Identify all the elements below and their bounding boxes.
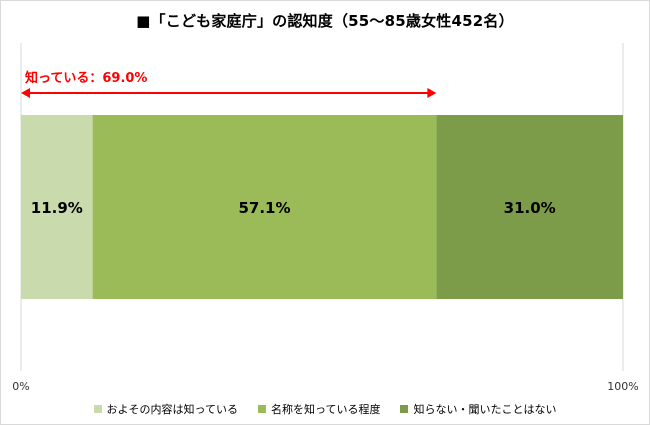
legend-item: 名称を知っている程度	[258, 401, 380, 417]
data-label: 11.9%	[31, 199, 83, 217]
bar-segment	[21, 115, 93, 299]
chart-title: ■「こども家庭庁」の認知度（55～85歳女性452名）	[136, 12, 514, 30]
bar-segment	[436, 115, 623, 299]
data-label: 31.0%	[504, 199, 556, 217]
legend-item: およその内容は知っている	[93, 401, 238, 417]
x-tick-label: 100%	[607, 380, 638, 393]
bar-segment	[92, 115, 437, 299]
annotation-label: 知っている：69.0%	[25, 71, 148, 86]
data-label: 57.1%	[238, 199, 290, 217]
legend-swatch	[400, 405, 409, 413]
legend-swatch	[258, 405, 266, 413]
annotation-arrow-head-right	[427, 88, 437, 98]
plot-area: 11.9% 57.1% 31.0% 0% 100%	[12, 43, 639, 393]
legend-label: 知らない・聞いたことはない	[413, 403, 557, 416]
legend-item: 知らない・聞いたことはない	[400, 401, 556, 417]
annotation-arrow-head-left	[21, 88, 30, 98]
legend-label: 名称を知っている程度	[271, 403, 381, 416]
legend-swatch	[93, 405, 102, 413]
legend-label: およその内容は知っている	[106, 403, 238, 416]
x-tick-label: 0%	[12, 380, 29, 393]
legend: およその内容は知っている 名称を知っている程度 知らない・聞いたことはない	[1, 401, 649, 417]
